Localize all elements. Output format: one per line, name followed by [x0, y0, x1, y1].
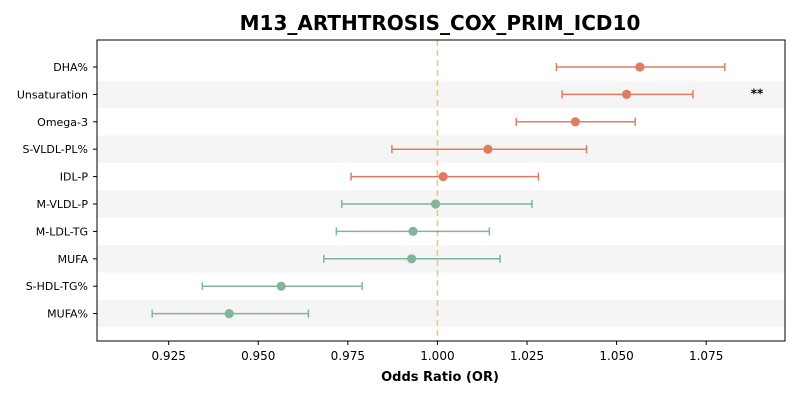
chart-title: M13_ARTHTROSIS_COX_PRIM_ICD10: [240, 11, 641, 35]
or-point: [276, 281, 286, 291]
y-tick-label: M-VLDL-P: [37, 198, 89, 211]
x-tick-label: 1.025: [510, 349, 544, 363]
or-point: [635, 62, 645, 72]
x-tick-label: 0.925: [151, 349, 185, 363]
y-tick-label: MUFA%: [47, 308, 88, 321]
plot-frame: [96, 39, 786, 342]
x-tick-label: 1.000: [420, 349, 454, 363]
data-marks: **: [151, 62, 764, 319]
y-tick-label: Omega-3: [37, 116, 88, 129]
y-tick-label: MUFA: [58, 253, 89, 266]
x-tick-label: 1.075: [689, 349, 723, 363]
y-tick-label: Unsaturation: [17, 88, 88, 101]
or-point: [622, 89, 632, 99]
or-point: [483, 144, 493, 154]
or-point: [570, 117, 580, 127]
or-point: [438, 172, 448, 182]
x-axis: 0.925 0.950 0.975 1.000 1.025 1.050 1.075: [151, 341, 723, 363]
y-tick-label: M-LDL-TG: [36, 225, 88, 238]
or-point: [408, 226, 418, 236]
x-tick-label: 1.050: [599, 349, 633, 363]
x-axis-label: Odds Ratio (OR): [381, 370, 499, 385]
significance-label: **: [751, 86, 764, 100]
y-tick-label: S-HDL-TG%: [26, 280, 88, 293]
y-tick-label: S-VLDL-PL%: [22, 143, 88, 156]
or-point: [407, 254, 417, 264]
or-point: [431, 199, 441, 209]
x-tick-label: 0.950: [241, 349, 275, 363]
x-tick-label: 0.975: [331, 349, 365, 363]
y-tick-label: IDL-P: [60, 171, 89, 184]
or-point: [224, 309, 234, 319]
y-tick-label: DHA%: [53, 61, 88, 74]
y-axis: DHA% Unsaturation Omega-3 S-VLDL-PL% IDL-P M-…: [17, 61, 97, 321]
